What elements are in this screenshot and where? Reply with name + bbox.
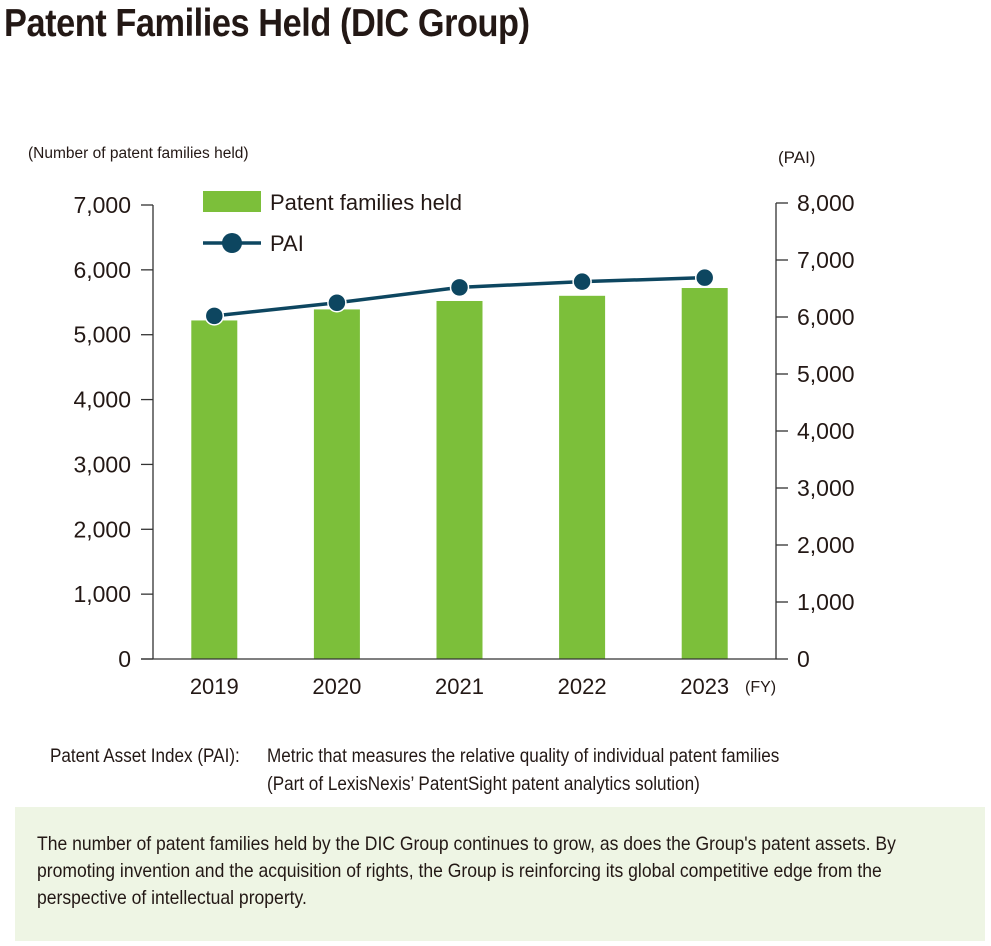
left-tick-label: 1,000 <box>73 581 131 607</box>
x-tick-label: 2019 <box>190 674 239 699</box>
bar-2023 <box>681 288 728 659</box>
pai-point-2021 <box>449 277 470 298</box>
legend-bar-label: Patent families held <box>270 190 462 215</box>
left-tick-label: 6,000 <box>73 257 131 283</box>
left-tick-label: 5,000 <box>73 322 131 348</box>
summary-box: The number of patent families held by th… <box>15 807 985 941</box>
bar-2019 <box>191 320 238 659</box>
summary-text: The number of patent families held by th… <box>37 833 896 909</box>
left-tick-label: 3,000 <box>73 451 131 477</box>
right-tick-label: 0 <box>797 646 810 672</box>
left-axis: (Number of patent families held) 0 1,000 2,… <box>28 145 249 672</box>
pai-point-2020 <box>327 293 347 313</box>
legend: Patent families held PAI <box>203 190 462 256</box>
line-series <box>204 267 715 326</box>
legend-line-marker <box>222 233 242 253</box>
right-axis: (PAI) 0 1,000 2,000 3,000 4,000 5,000 6,000 7,00… <box>775 148 855 672</box>
bar-series <box>191 288 728 659</box>
bar-2022 <box>559 295 606 659</box>
left-tick-label: 4,000 <box>73 387 131 413</box>
right-tick-label: 3,000 <box>797 475 855 501</box>
pai-point-2023 <box>694 267 715 288</box>
x-tick-label: 2023 <box>680 674 729 699</box>
right-tick-label: 7,000 <box>797 247 855 273</box>
legend-line-label: PAI <box>270 231 304 256</box>
x-axis: 2019 2020 2021 2022 2023 (FY) <box>141 658 776 699</box>
pai-definition: Metric that measures the relative qualit… <box>267 746 780 767</box>
right-tick-label: 8,000 <box>797 190 855 216</box>
left-tick-label: 2,000 <box>73 516 131 542</box>
bar-2021 <box>436 300 483 659</box>
bar-2020 <box>313 309 360 659</box>
x-axis-unit: (FY) <box>745 679 776 696</box>
left-tick-label: 7,000 <box>73 192 131 218</box>
right-tick-label: 5,000 <box>797 361 855 387</box>
right-tick-label: 1,000 <box>797 589 855 615</box>
x-tick-label: 2022 <box>558 674 607 699</box>
right-tick-label: 4,000 <box>797 418 855 444</box>
pai-source: (Part of LexisNexis’ PatentSight patent … <box>267 774 700 795</box>
patent-families-chart: (Number of patent families held) 0 1,000 2,… <box>28 145 855 699</box>
legend-bar-swatch <box>203 191 261 212</box>
x-tick-label: 2020 <box>312 674 361 699</box>
pai-term: Patent Asset Index (PAI): <box>50 746 240 767</box>
right-tick-label: 2,000 <box>797 532 855 558</box>
left-axis-title: (Number of patent families held) <box>28 145 249 162</box>
right-tick-label: 6,000 <box>797 304 855 330</box>
left-tick-label: 0 <box>118 646 131 672</box>
page-title: Patent Families Held (DIC Group) <box>4 2 530 45</box>
pai-point-2019 <box>204 306 225 326</box>
x-tick-label: 2021 <box>435 674 484 699</box>
right-axis-title: (PAI) <box>778 148 815 167</box>
pai-point-2022 <box>572 271 592 292</box>
